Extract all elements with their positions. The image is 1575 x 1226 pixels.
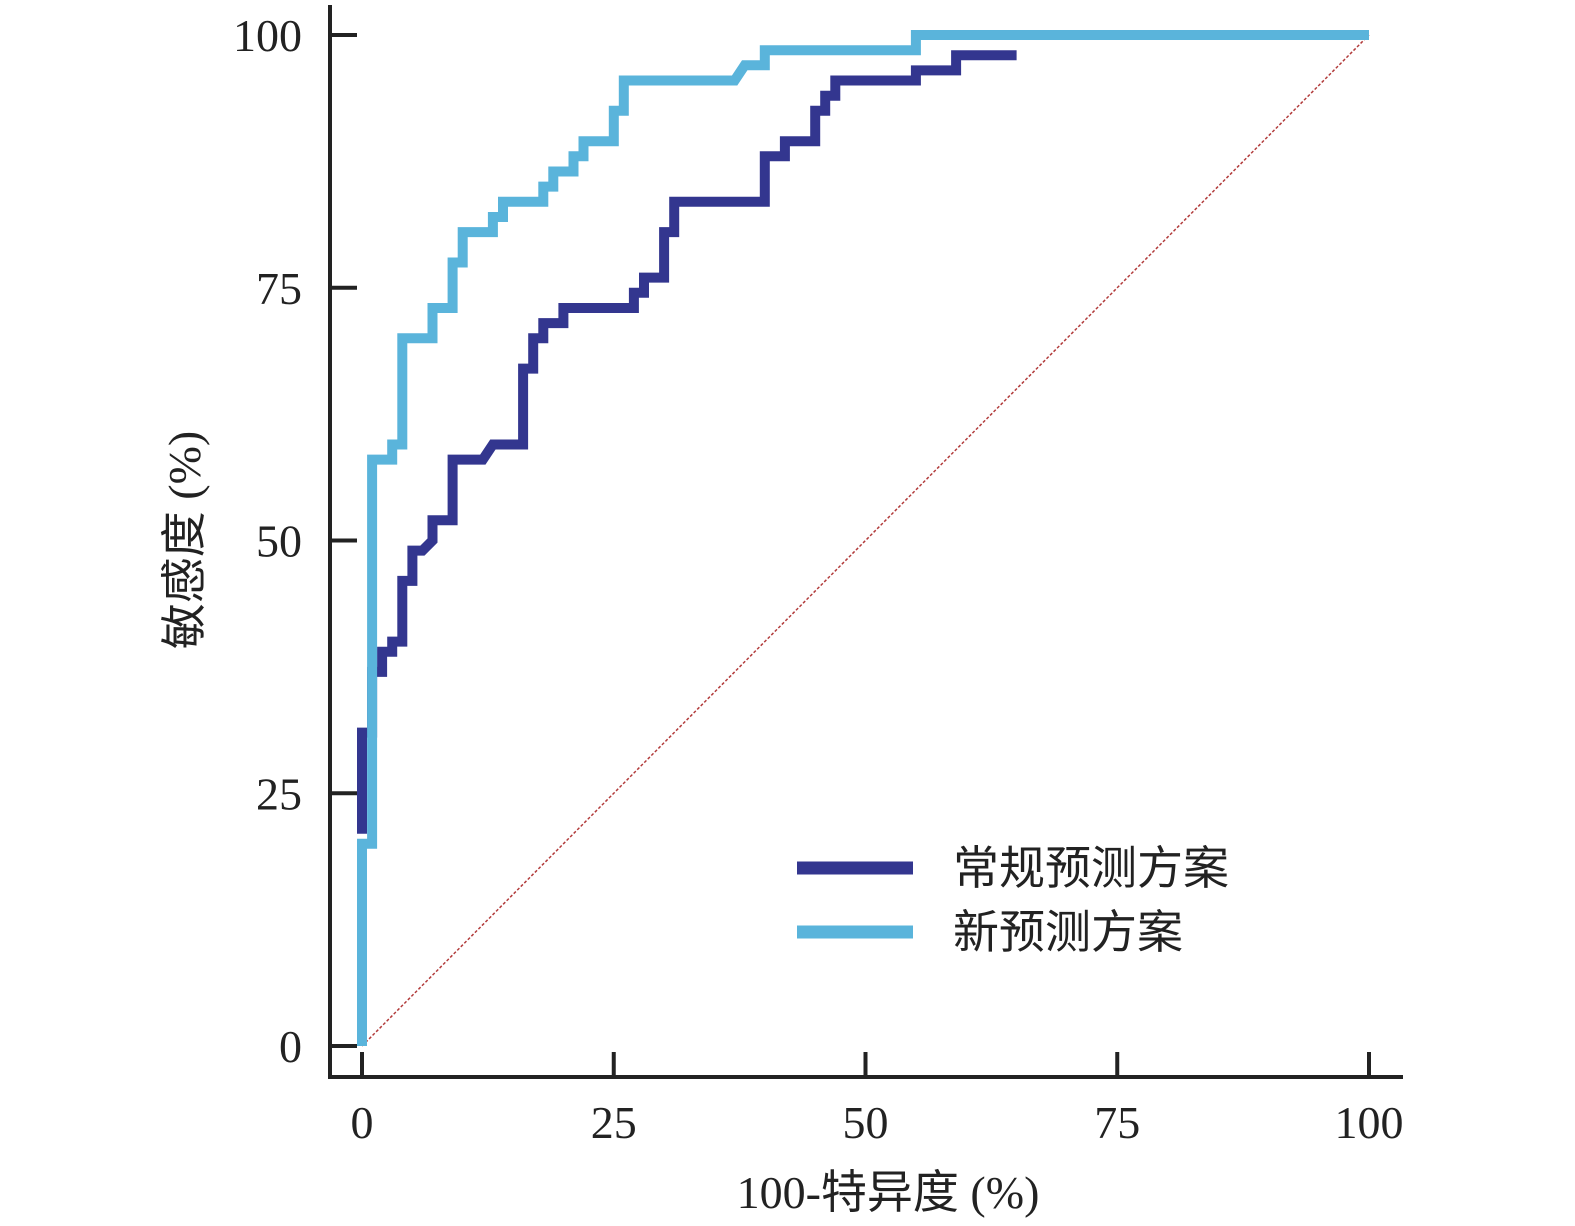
- y-tick-label: 25: [256, 768, 302, 819]
- x-tick-label: 100: [1335, 1097, 1404, 1148]
- y-tick-label: 75: [256, 263, 302, 314]
- series-line-1: [357, 30, 1369, 1046]
- y-tick-label: 0: [279, 1021, 302, 1072]
- y-tick-label: 100: [233, 10, 302, 61]
- reference-diagonal-line: [361, 34, 1370, 1047]
- x-tick-label: 50: [843, 1097, 889, 1148]
- x-tick-label: 0: [351, 1097, 374, 1148]
- legend-label: 常规预测方案: [953, 843, 1229, 894]
- series-layer: [357, 30, 1370, 1047]
- x-tick-label: 75: [1094, 1097, 1140, 1148]
- series-line-0: [357, 50, 1017, 834]
- y-axis-title: 敏感度 (%): [159, 431, 210, 649]
- x-tick-label: 25: [591, 1097, 637, 1148]
- y-tick-label: 50: [256, 516, 302, 567]
- legend-label: 新预测方案: [953, 907, 1183, 958]
- axis-ticks: 0 25 50 75 100 0 25 50 75 100: [233, 10, 1404, 1148]
- x-axis-title: 100-特异度 (%): [737, 1167, 1040, 1218]
